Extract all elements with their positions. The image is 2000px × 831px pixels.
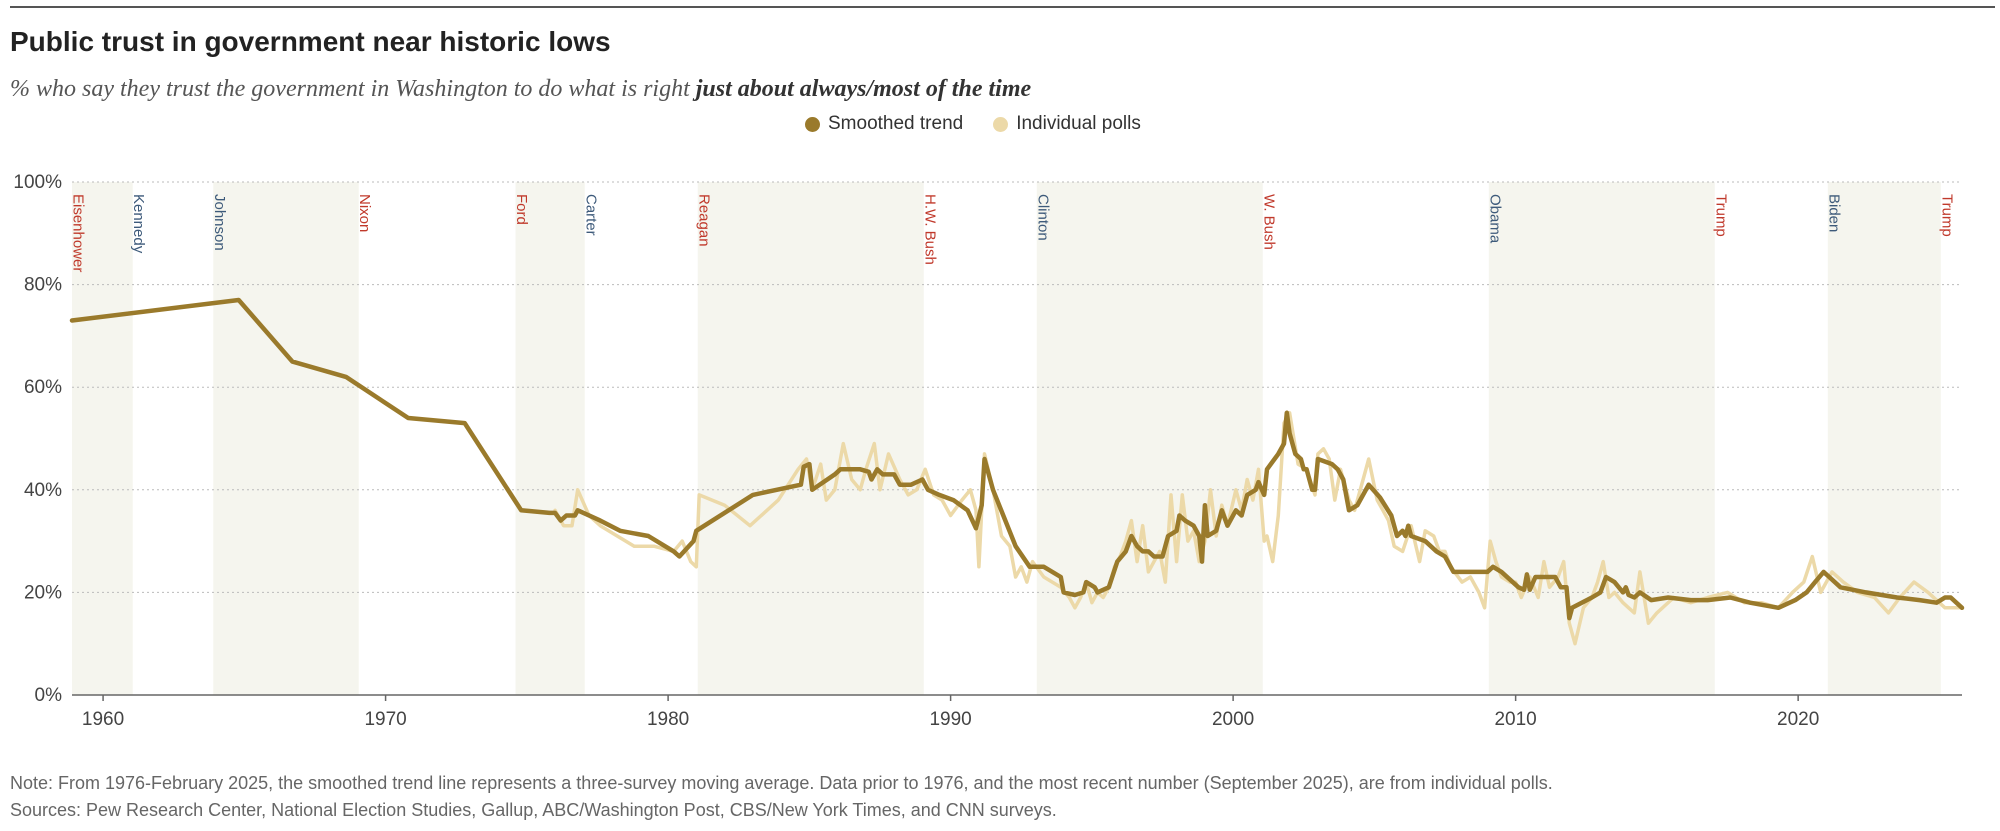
president-label: Eisenhower — [70, 194, 87, 272]
president-band — [697, 182, 924, 695]
president-label: W. Bush — [1260, 194, 1277, 250]
y-tick-label: 60% — [24, 377, 62, 398]
trust-chart: Eisenhower Kennedy Johnson Nixon Ford Carter R… — [13, 172, 1965, 730]
legend-label-smoothed: Smoothed trend — [828, 113, 964, 134]
x-tick-label: 1990 — [929, 709, 971, 730]
president-label: Nixon — [356, 194, 373, 232]
president-band — [1488, 182, 1715, 695]
legend-swatch-polls — [993, 116, 1009, 132]
president-band — [213, 182, 359, 695]
president-label: Ford — [513, 194, 530, 225]
legend-label-polls: Individual polls — [1016, 113, 1141, 134]
president-band — [1036, 182, 1263, 695]
x-tick-label: 2000 — [1212, 709, 1254, 730]
president-band — [1827, 182, 1941, 695]
legend: Smoothed trend Individual polls — [805, 113, 1141, 135]
chart-subtitle: % who say they trust the government in W… — [10, 76, 1031, 103]
x-tick-label: 2020 — [1777, 709, 1819, 730]
individual-polls-line — [553, 411, 1961, 646]
subtitle-emphasis: just about always/most of the time — [695, 76, 1032, 102]
president-label: Trump — [1938, 194, 1955, 237]
x-tick-label: 1980 — [647, 709, 689, 730]
smoothed-trend-line — [69, 297, 1965, 621]
chart-title: Public trust in government near historic… — [10, 26, 611, 57]
top-rule — [10, 6, 1995, 8]
y-tick-label: 80% — [24, 275, 62, 296]
y-tick-label: 20% — [24, 582, 62, 603]
y-tick-label: 40% — [24, 480, 62, 501]
sources-text: Sources: Pew Research Center, National E… — [10, 800, 1057, 820]
y-tick-label: 100% — [13, 172, 62, 193]
legend-item-smoothed: Smoothed trend — [805, 113, 963, 135]
x-tick-label: 2010 — [1494, 709, 1536, 730]
president-band — [72, 182, 133, 695]
x-tick-label: 1960 — [82, 709, 124, 730]
president-label: Carter — [582, 194, 599, 236]
subtitle-main: % who say they trust the government in W… — [10, 76, 696, 102]
president-label: Johnson — [211, 194, 228, 251]
president-label: Clinton — [1034, 194, 1051, 241]
president-label: Biden — [1825, 194, 1842, 232]
president-label: Kennedy — [130, 194, 147, 254]
y-tick-label: 0% — [35, 685, 63, 706]
note-text: Note: From 1976-February 2025, the smoot… — [10, 773, 1553, 793]
president-label: Reagan — [695, 194, 712, 247]
president-label: Trump — [1712, 194, 1729, 237]
president-label: Obama — [1486, 194, 1503, 244]
president-band — [515, 182, 585, 695]
chart-note: Note: From 1976-February 2025, the smoot… — [10, 770, 1990, 824]
legend-swatch-smoothed — [805, 116, 820, 132]
president-label: H.W. Bush — [921, 194, 938, 265]
legend-item-polls: Individual polls — [993, 113, 1141, 135]
x-tick-label: 1970 — [364, 709, 406, 730]
